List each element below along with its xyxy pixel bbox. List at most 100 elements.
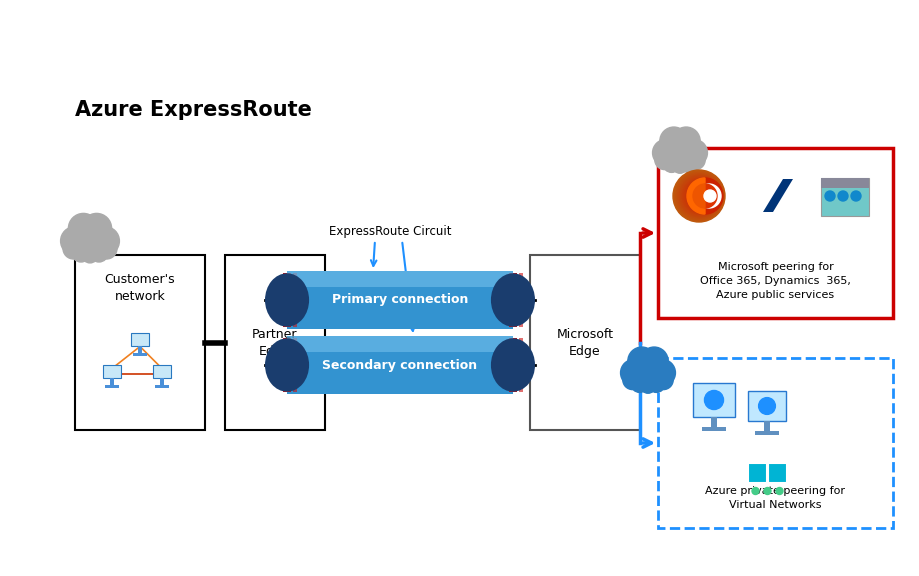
- Circle shape: [72, 217, 108, 253]
- Bar: [105, 385, 119, 388]
- Circle shape: [630, 376, 647, 392]
- Circle shape: [691, 185, 712, 206]
- Circle shape: [699, 192, 708, 200]
- Wedge shape: [704, 178, 722, 214]
- Circle shape: [652, 370, 673, 389]
- Bar: [292, 338, 296, 392]
- Circle shape: [673, 170, 724, 222]
- Circle shape: [622, 370, 641, 389]
- Bar: [747, 391, 785, 421]
- Circle shape: [837, 191, 847, 201]
- FancyBboxPatch shape: [287, 336, 513, 353]
- Circle shape: [675, 173, 722, 219]
- Circle shape: [72, 244, 90, 262]
- Circle shape: [695, 188, 710, 204]
- Circle shape: [674, 171, 723, 221]
- Wedge shape: [686, 178, 704, 214]
- Circle shape: [698, 191, 709, 201]
- Circle shape: [697, 184, 720, 208]
- Bar: [820, 178, 868, 188]
- Circle shape: [684, 179, 717, 213]
- FancyBboxPatch shape: [287, 271, 513, 329]
- Circle shape: [90, 244, 108, 262]
- Circle shape: [68, 213, 98, 244]
- Bar: [154, 385, 169, 388]
- Bar: [701, 427, 725, 431]
- Bar: [138, 346, 142, 353]
- Circle shape: [652, 139, 679, 166]
- Circle shape: [758, 397, 775, 414]
- Bar: [225, 255, 324, 430]
- Circle shape: [680, 176, 720, 215]
- Circle shape: [62, 238, 84, 259]
- Circle shape: [775, 487, 782, 495]
- Bar: [103, 365, 121, 378]
- Ellipse shape: [491, 274, 535, 327]
- Bar: [763, 421, 769, 431]
- Circle shape: [685, 180, 716, 211]
- Ellipse shape: [265, 338, 309, 392]
- Circle shape: [697, 190, 709, 203]
- Circle shape: [90, 226, 119, 255]
- Circle shape: [627, 347, 655, 375]
- Bar: [509, 273, 516, 327]
- Circle shape: [672, 127, 699, 155]
- Wedge shape: [692, 184, 704, 208]
- Bar: [519, 273, 523, 327]
- Circle shape: [630, 350, 664, 385]
- Circle shape: [688, 183, 714, 209]
- Circle shape: [751, 487, 758, 495]
- Text: Microsoft
Edge: Microsoft Edge: [556, 328, 613, 358]
- Circle shape: [686, 181, 715, 210]
- Circle shape: [678, 175, 720, 217]
- Ellipse shape: [265, 274, 309, 327]
- Text: Azure private peering for
Virtual Networks: Azure private peering for Virtual Networ…: [705, 486, 845, 510]
- Bar: [282, 273, 290, 327]
- FancyBboxPatch shape: [287, 336, 513, 394]
- Bar: [153, 365, 171, 378]
- Bar: [292, 273, 296, 327]
- Bar: [692, 383, 734, 417]
- Bar: [710, 417, 716, 427]
- Circle shape: [640, 377, 655, 393]
- Ellipse shape: [491, 338, 535, 392]
- Text: ExpressRoute Circuit: ExpressRoute Circuit: [328, 225, 450, 238]
- Circle shape: [659, 127, 687, 155]
- Bar: [754, 431, 778, 435]
- Circle shape: [640, 347, 667, 375]
- Circle shape: [654, 150, 674, 169]
- Circle shape: [669, 152, 689, 172]
- Circle shape: [61, 226, 89, 255]
- Circle shape: [850, 191, 860, 201]
- Circle shape: [693, 187, 711, 205]
- Bar: [282, 338, 290, 392]
- Text: Azure ExpressRoute: Azure ExpressRoute: [75, 100, 312, 120]
- Circle shape: [824, 191, 834, 201]
- Bar: [75, 255, 205, 430]
- Circle shape: [672, 158, 687, 173]
- Circle shape: [699, 186, 720, 206]
- Text: Partner
Edge: Partner Edge: [252, 328, 298, 358]
- Circle shape: [677, 174, 721, 218]
- Circle shape: [690, 184, 713, 208]
- Bar: [509, 338, 516, 392]
- Circle shape: [638, 372, 657, 392]
- Bar: [132, 353, 147, 356]
- Text: Customer's
network: Customer's network: [105, 273, 176, 303]
- Circle shape: [648, 359, 675, 386]
- Circle shape: [662, 130, 697, 165]
- Circle shape: [82, 213, 111, 244]
- Circle shape: [685, 150, 705, 169]
- Circle shape: [704, 391, 722, 410]
- FancyBboxPatch shape: [287, 271, 513, 287]
- Bar: [160, 378, 164, 385]
- Circle shape: [79, 240, 100, 261]
- Circle shape: [663, 156, 679, 172]
- Circle shape: [701, 194, 706, 199]
- Circle shape: [703, 195, 705, 198]
- PathPatch shape: [750, 179, 792, 212]
- Bar: [519, 338, 523, 392]
- Circle shape: [680, 139, 707, 166]
- Bar: [130, 332, 149, 346]
- Circle shape: [763, 487, 770, 495]
